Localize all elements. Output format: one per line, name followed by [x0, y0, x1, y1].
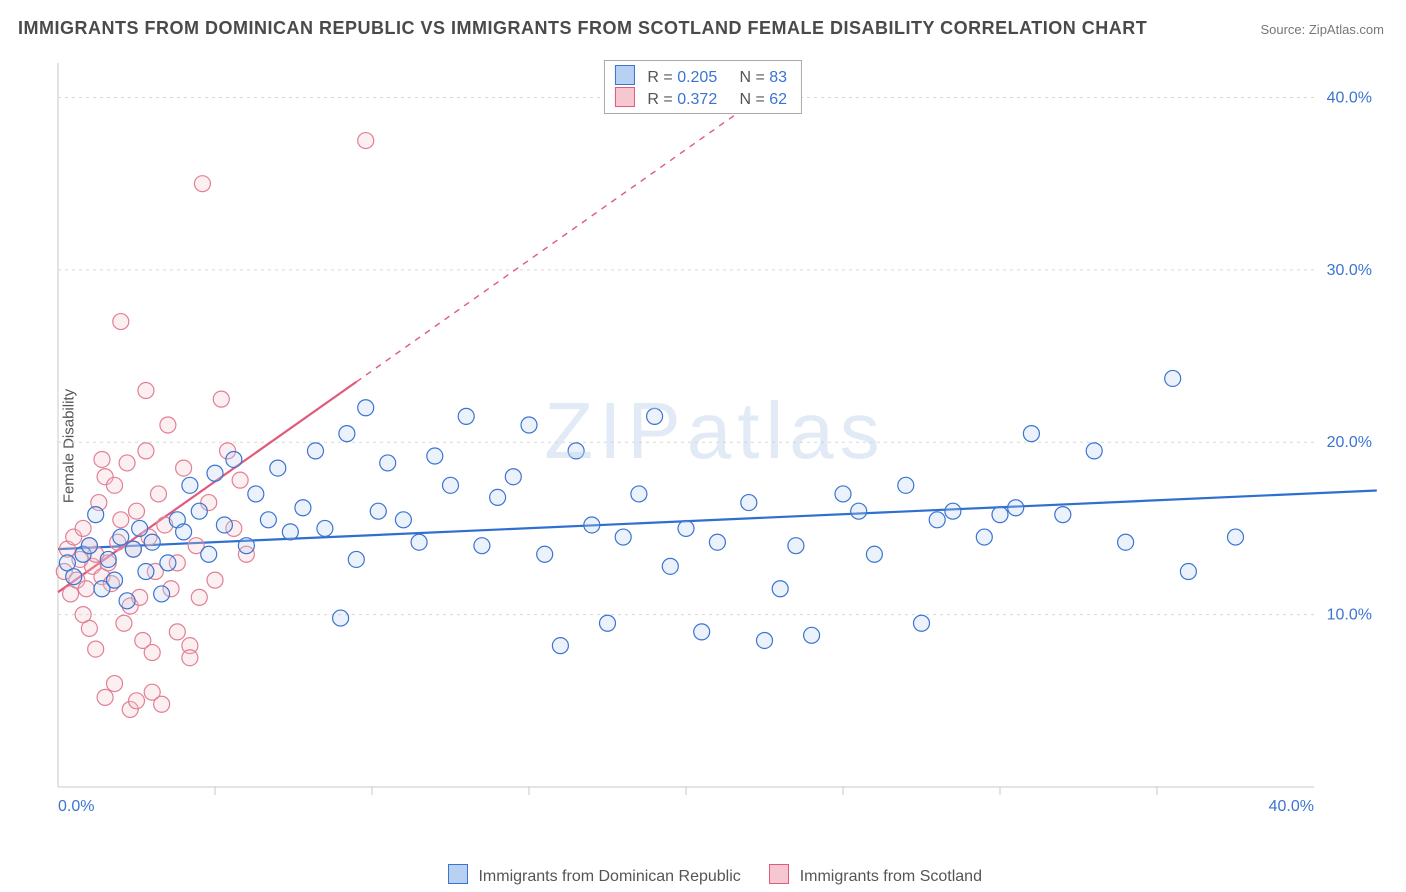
- chart-container: IMMIGRANTS FROM DOMINICAN REPUBLIC VS IM…: [0, 0, 1406, 892]
- svg-text:30.0%: 30.0%: [1327, 262, 1372, 279]
- svg-text:0.0%: 0.0%: [58, 798, 94, 815]
- stat-n-label-1: N =: [739, 91, 764, 108]
- stat-swatch-1: [615, 87, 635, 107]
- source-label: Source:: [1260, 22, 1308, 37]
- svg-text:20.0%: 20.0%: [1327, 434, 1372, 451]
- stat-n-value-0: 83: [769, 69, 787, 86]
- chart-svg: 10.0% 20.0% 30.0% 40.0% 0.0% 40.0%: [50, 55, 1380, 825]
- plot-area: 10.0%20.0%30.0%40.0%0.0%40.0% ZIPatlas: [50, 55, 1380, 825]
- stat-r-label-0: R =: [647, 69, 672, 86]
- stat-n-value-1: 62: [769, 91, 787, 108]
- stat-legend: R = 0.205 N = 83 R = 0.372 N = 62: [604, 60, 802, 114]
- stat-legend-row-1: R = 0.372 N = 62: [615, 87, 787, 109]
- svg-text:10.0%: 10.0%: [1327, 607, 1372, 624]
- svg-text:40.0%: 40.0%: [1327, 89, 1372, 106]
- svg-text:40.0%: 40.0%: [1269, 798, 1314, 815]
- legend-label-0: Immigrants from Dominican Republic: [478, 868, 740, 885]
- chart-title: IMMIGRANTS FROM DOMINICAN REPUBLIC VS IM…: [18, 18, 1147, 39]
- legend-swatch-0: [448, 864, 468, 884]
- stat-r-value-1: 0.372: [677, 91, 717, 108]
- stat-r-value-0: 0.205: [677, 69, 717, 86]
- bottom-legend: Immigrants from Dominican Republic Immig…: [0, 864, 1406, 886]
- source-attribution: Source: ZipAtlas.com: [1260, 22, 1384, 37]
- legend-swatch-1: [769, 864, 789, 884]
- source-value: ZipAtlas.com: [1309, 22, 1384, 37]
- stat-legend-row-0: R = 0.205 N = 83: [615, 65, 787, 87]
- stat-swatch-0: [615, 65, 635, 85]
- legend-label-1: Immigrants from Scotland: [800, 868, 982, 885]
- stat-r-label-1: R =: [647, 91, 672, 108]
- stat-n-label-0: N =: [739, 69, 764, 86]
